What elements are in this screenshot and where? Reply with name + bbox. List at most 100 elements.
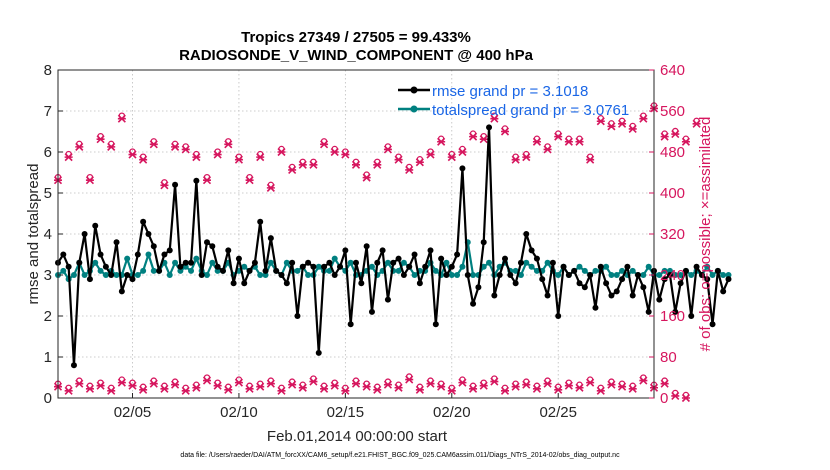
rmse-point — [581, 284, 588, 291]
rmse-point — [661, 276, 668, 283]
obs-assimilated-point — [415, 385, 424, 394]
totalspread-point — [214, 267, 221, 274]
rmse-point — [507, 272, 514, 278]
y2-tick-label: 240 — [660, 267, 685, 284]
rmse-point — [459, 165, 466, 172]
obs-assimilated-point — [128, 150, 137, 159]
totalspread-point — [443, 259, 450, 266]
rmse-point — [294, 313, 301, 319]
obs-assimilated-point — [362, 173, 371, 182]
obs-assimilated-point — [245, 384, 254, 393]
obs-assimilated-point — [149, 140, 158, 149]
obs-assimilated-point — [192, 153, 201, 162]
rmse-point — [134, 251, 141, 258]
totalspread-point — [267, 259, 274, 266]
rmse-point — [124, 272, 131, 278]
rmse-point — [390, 259, 397, 266]
obs-assimilated-point — [202, 176, 212, 185]
rmse-point — [384, 296, 391, 303]
rmse-point — [666, 272, 673, 278]
rmse-point — [246, 267, 253, 274]
totalspread-point — [688, 272, 695, 278]
rmse-point — [65, 263, 72, 270]
totalspread-point — [188, 267, 195, 274]
obs-assimilated-point — [256, 382, 265, 391]
rmse-point — [161, 251, 168, 258]
obs-assimilated-point — [607, 122, 616, 131]
rmse-point — [310, 263, 317, 270]
obs-assimilated-point — [681, 393, 690, 403]
rmse-point — [262, 267, 269, 274]
totalspread-point — [102, 272, 109, 278]
rmse-point — [464, 272, 471, 278]
obs-assimilated-point — [405, 375, 414, 384]
rmse-point — [156, 267, 163, 274]
rmse-point — [379, 247, 386, 254]
y-axis-label: rmse and totalspread — [25, 164, 42, 305]
totalspread-point — [411, 272, 418, 278]
obs-assimilated-point — [554, 385, 563, 394]
rmse-point — [432, 321, 439, 328]
totalspread-point — [672, 272, 679, 278]
totalspread-point — [720, 272, 727, 278]
rmse-point — [448, 263, 455, 270]
obs-assimilated-point — [660, 132, 669, 141]
obs-assimilated-point — [479, 381, 488, 390]
rmse-point — [108, 272, 115, 278]
rmse-point — [273, 267, 280, 274]
obs-assimilated-point — [96, 135, 105, 144]
obs-assimilated-point — [234, 155, 243, 164]
totalspread-point — [656, 272, 663, 278]
rmse-point — [406, 263, 413, 270]
rmse-point — [640, 284, 647, 291]
rmse-point — [278, 272, 285, 278]
obs-assimilated-point — [128, 381, 137, 390]
rmse-point — [576, 280, 583, 287]
rmse-point — [204, 239, 210, 246]
obs-assimilated-point — [543, 145, 552, 154]
obs-assimilated-point — [117, 114, 126, 123]
rmse-point — [283, 280, 290, 287]
obs-assimilated-point — [266, 379, 275, 388]
obs-assimilated-point — [575, 137, 584, 146]
rmse-point — [172, 181, 179, 188]
rmse-point — [597, 263, 604, 270]
totalspread-point — [709, 272, 716, 278]
rmse-point — [725, 276, 732, 283]
obs-assimilated-point — [181, 386, 190, 395]
obs-assimilated-point — [458, 147, 467, 157]
rmse-point — [645, 308, 652, 315]
y2-tick-label: 0 — [660, 390, 668, 407]
x-tick-label: 02/15 — [327, 404, 365, 421]
rmse-point — [193, 177, 200, 184]
obs-assimilated-point — [192, 383, 201, 392]
rmse-point — [539, 276, 546, 283]
totalspread-point — [533, 267, 540, 274]
y2-tick-label: 160 — [660, 308, 685, 325]
rmse-point — [92, 222, 99, 229]
obs-assimilated-point — [532, 384, 541, 393]
totalspread-point — [145, 251, 152, 258]
y2-tick-label: 560 — [660, 103, 685, 120]
rmse-point — [81, 231, 88, 237]
rmse-point — [140, 218, 147, 225]
obs-assimilated-point — [139, 155, 148, 164]
rmse-point — [331, 272, 338, 278]
obs-assimilated-point — [618, 382, 627, 391]
obs-assimilated-point — [671, 129, 680, 139]
rmse-point — [241, 280, 248, 287]
rmse-point — [688, 313, 695, 319]
rmse-point — [704, 276, 711, 283]
totalspread-point — [677, 272, 684, 278]
obs-assimilated-point — [511, 382, 520, 391]
y2-tick-label: 480 — [660, 144, 685, 161]
totalspread-point — [555, 272, 562, 278]
rmse-point — [102, 263, 109, 270]
totalspread-point — [459, 263, 466, 270]
obs-assimilated-point — [330, 147, 339, 157]
rmse-point — [454, 251, 461, 258]
y-tick-label: 4 — [44, 226, 52, 243]
rmse-point — [720, 288, 727, 295]
legend-rmse-marker — [410, 86, 418, 94]
